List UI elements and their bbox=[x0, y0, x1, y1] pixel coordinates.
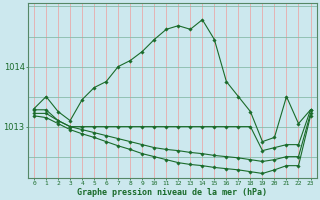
X-axis label: Graphe pression niveau de la mer (hPa): Graphe pression niveau de la mer (hPa) bbox=[77, 188, 267, 197]
